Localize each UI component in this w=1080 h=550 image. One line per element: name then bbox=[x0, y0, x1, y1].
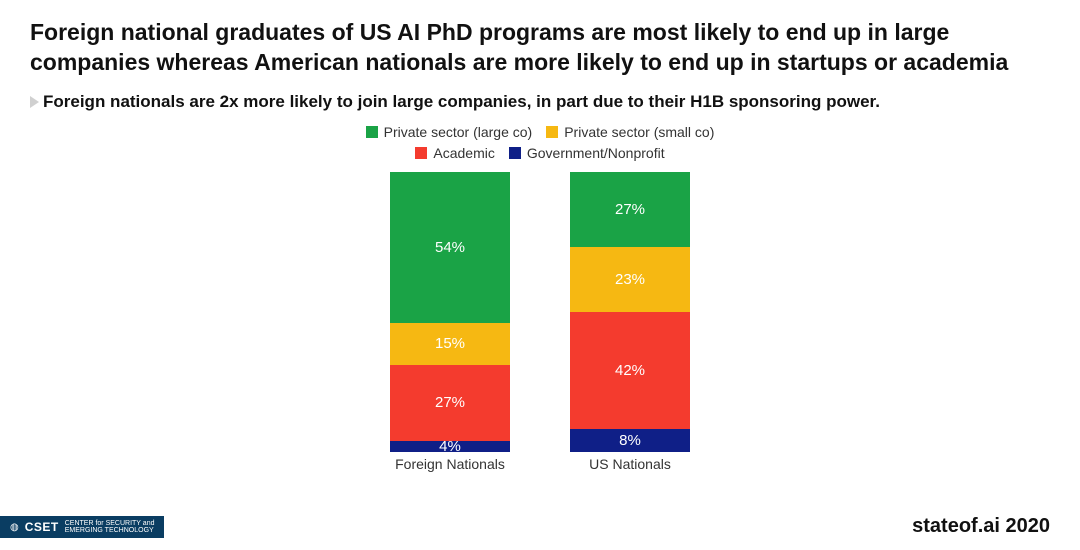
globe-icon: ◍ bbox=[10, 522, 19, 533]
legend-swatch bbox=[509, 147, 521, 159]
bar-segment: 8% bbox=[570, 429, 690, 451]
cset-tagline: CENTER for SECURITY and EMERGING TECHNOL… bbox=[65, 520, 155, 534]
stacked-bar: 54%15%27%4% bbox=[390, 172, 510, 452]
legend-label: Private sector (small co) bbox=[564, 122, 714, 143]
legend-swatch bbox=[366, 126, 378, 138]
legend-label: Government/Nonprofit bbox=[527, 143, 665, 164]
legend-swatch bbox=[415, 147, 427, 159]
x-axis-label: Foreign Nationals bbox=[395, 456, 505, 472]
bar-segment: 27% bbox=[570, 172, 690, 248]
chart-column: 27%23%42%8% US Nationals bbox=[570, 172, 690, 472]
legend-swatch bbox=[546, 126, 558, 138]
legend-item: Private sector (large co) bbox=[366, 122, 533, 143]
stacked-bar-chart: 54%15%27%4%Foreign Nationals27%23%42%8%U… bbox=[30, 172, 1050, 472]
legend-item: Government/Nonprofit bbox=[509, 143, 665, 164]
bar-segment: 4% bbox=[390, 441, 510, 452]
legend-label: Academic bbox=[433, 143, 494, 164]
bullet-icon bbox=[30, 96, 39, 108]
bar-segment: 15% bbox=[390, 323, 510, 365]
bar-segment: 42% bbox=[570, 312, 690, 430]
chart-legend: Private sector (large co) Private sector… bbox=[30, 122, 1050, 164]
attribution: stateof.ai 2020 bbox=[912, 515, 1050, 538]
stacked-bar: 27%23%42%8% bbox=[570, 172, 690, 452]
source-badge: ◍ CSET CENTER for SECURITY and EMERGING … bbox=[0, 516, 164, 538]
chart-column: 54%15%27%4% Foreign Nationals bbox=[390, 172, 510, 472]
bar-segment: 23% bbox=[570, 247, 690, 311]
cset-logo-text: CSET bbox=[25, 520, 59, 534]
x-axis-label: US Nationals bbox=[589, 456, 671, 472]
legend-label: Private sector (large co) bbox=[384, 122, 533, 143]
subtitle: Foreign nationals are 2x more likely to … bbox=[43, 92, 880, 112]
bar-segment: 54% bbox=[390, 172, 510, 323]
subtitle-row: Foreign nationals are 2x more likely to … bbox=[30, 92, 1050, 112]
legend-item: Academic bbox=[415, 143, 494, 164]
legend-item: Private sector (small co) bbox=[546, 122, 714, 143]
page-title: Foreign national graduates of US AI PhD … bbox=[30, 18, 1050, 78]
bar-segment: 27% bbox=[390, 365, 510, 441]
